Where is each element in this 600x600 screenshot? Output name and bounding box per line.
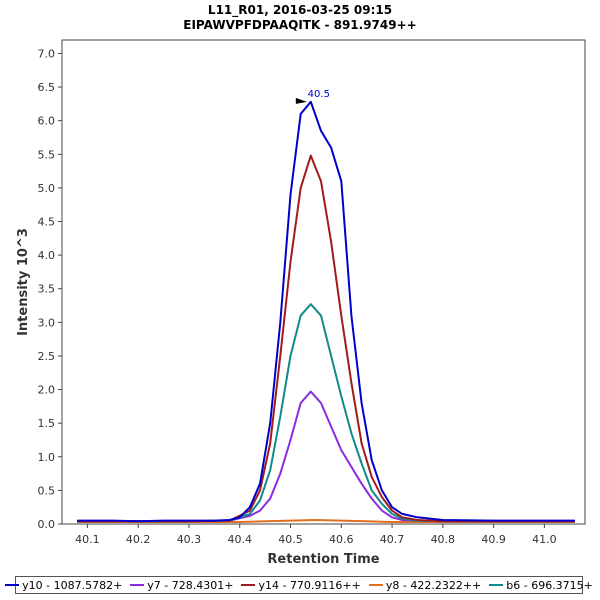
y-tick-label: 2.0 [38, 384, 56, 397]
x-tick-label: 41.0 [532, 533, 557, 546]
x-tick-label: 40.2 [126, 533, 151, 546]
legend-item: y10 - 1087.5782+ [5, 579, 122, 592]
y-tick-label: 2.5 [38, 350, 56, 363]
x-tick-label: 40.1 [75, 533, 100, 546]
chart-title: L11_R01, 2016-03-25 09:15 [207, 3, 393, 17]
y-tick-label: 3.0 [38, 316, 56, 329]
legend-label: y10 - 1087.5782+ [22, 578, 123, 592]
legend-label: b6 - 696.3715+ [506, 578, 593, 592]
x-tick-label: 40.4 [227, 533, 252, 546]
x-tick-label: 40.6 [329, 533, 354, 546]
y-tick-label: 4.0 [38, 249, 56, 262]
y-axis-label: Intensity 10^3 [16, 228, 31, 336]
y-tick-label: 5.0 [38, 182, 56, 195]
series-line-b6 [77, 303, 575, 523]
x-axis-label: Retention Time [267, 552, 379, 567]
chromatogram-plot: 0.0 0.5 1.0 1.5 2.0 2.5 3.0 3.5 4.0 4.5 5.0 5.5 6.0 6… [16, 39, 586, 567]
x-tick-label: 40.8 [431, 533, 456, 546]
legend-label: y8 - 422.2322++ [385, 578, 482, 592]
x-tick-label: 40.5 [278, 533, 303, 546]
legend-swatch [5, 584, 20, 586]
x-tick-label: 40.3 [177, 533, 202, 546]
legend-swatch [368, 584, 383, 586]
y-tick-label: 5.5 [38, 148, 56, 161]
peak-marker [295, 97, 307, 104]
legend-swatch [130, 584, 145, 586]
y-tick-label: 4.5 [38, 216, 56, 229]
legend-swatch [489, 584, 504, 586]
y-tick-label: 6.5 [38, 81, 56, 94]
y-tick-label: 1.5 [38, 417, 56, 430]
legend-label: y7 - 728.4301+ [147, 578, 234, 592]
y-tick-label: 1.0 [38, 451, 56, 464]
plot-frame [61, 39, 586, 525]
x-tick-label: 40.9 [481, 533, 506, 546]
y-tick-label: 0.5 [38, 484, 56, 497]
legend-swatch [241, 584, 256, 586]
y-tick-label: 6.0 [38, 115, 56, 128]
legend-item: y7 - 728.4301+ [130, 579, 233, 592]
series-line-y10 [77, 100, 575, 523]
series-line-y7 [77, 390, 575, 523]
y-tick-label: 7.0 [38, 47, 56, 60]
chart-legend: y10 - 1087.5782+ y7 - 728.4301+ y14 - 770.… [5, 576, 593, 594]
chart-subtitle: EIPAWVPFDPAAQITK - 891.9749++ [183, 18, 417, 32]
legend-item: b6 - 696.3715+ [489, 579, 593, 592]
legend-item: y14 - 770.9116++ [241, 578, 361, 592]
x-tick-label: 40.7 [380, 533, 405, 546]
y-tick-label: 0.0 [38, 518, 56, 531]
legend-item: y8 - 422.2322++ [368, 578, 482, 592]
series-line-y14 [77, 154, 575, 523]
legend-label: y14 - 770.9116++ [258, 578, 361, 592]
y-tick-label: 3.5 [38, 283, 56, 296]
peak-label: 40.5 [308, 89, 330, 100]
